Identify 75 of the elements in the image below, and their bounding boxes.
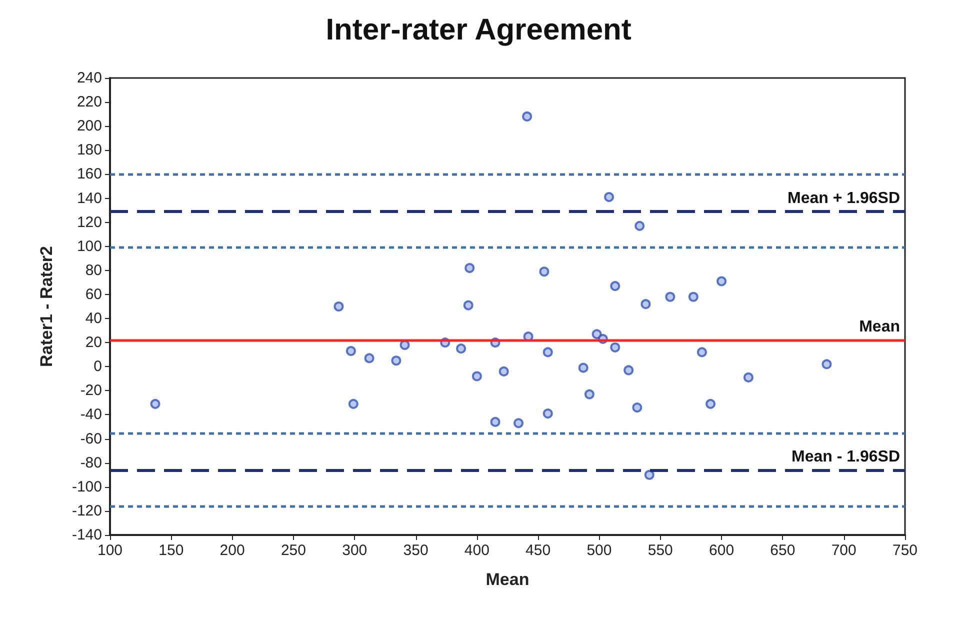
point — [364, 353, 374, 364]
point — [463, 300, 474, 310]
y-tick-label: 200 — [76, 118, 102, 135]
x-tick-label: 750 — [892, 542, 918, 559]
point — [706, 398, 716, 409]
x-tick-label: 500 — [586, 542, 612, 559]
point — [640, 299, 651, 310]
point — [472, 371, 482, 382]
point — [604, 192, 614, 202]
y-tick-label: 140 — [76, 190, 102, 207]
point — [334, 302, 344, 312]
x-axis-title: Mean — [486, 570, 530, 589]
x-tick-label: 150 — [158, 542, 184, 559]
point — [391, 356, 402, 366]
y-tick-label: -40 — [80, 406, 102, 424]
x-tick-label: 650 — [770, 542, 796, 559]
x-tick-label: 700 — [831, 542, 856, 559]
point — [150, 398, 160, 409]
point — [542, 347, 553, 358]
point — [542, 408, 553, 419]
x-tick-label: 400 — [464, 542, 490, 559]
point — [539, 266, 550, 277]
point — [610, 281, 620, 292]
ref-line-label: Mean - 1.96SD — [792, 448, 900, 466]
y-tick-label: 160 — [76, 166, 102, 183]
point — [514, 418, 524, 428]
y-tick-label: 120 — [76, 214, 102, 231]
point — [348, 398, 358, 409]
x-tick-label: 550 — [648, 542, 673, 559]
point — [522, 111, 532, 122]
point — [464, 263, 475, 274]
y-tick-label: 80 — [85, 262, 102, 279]
chart-title: Inter-rater Agreement — [326, 14, 632, 46]
ref-line-label: Mean + 1.96SD — [788, 190, 900, 207]
y-tick-label: 240 — [76, 70, 102, 86]
point — [624, 365, 634, 376]
x-tick-label: 250 — [280, 542, 306, 559]
point — [578, 362, 588, 373]
point — [688, 292, 698, 302]
point — [743, 372, 754, 382]
point — [346, 346, 356, 356]
y-tick-label: -120 — [72, 502, 102, 520]
y-tick-label: -100 — [72, 478, 102, 496]
x-tick-label: 350 — [403, 542, 428, 559]
y-tick-label: 220 — [76, 94, 102, 111]
point — [632, 402, 642, 413]
point — [584, 389, 594, 400]
y-tick-label: -140 — [72, 526, 102, 544]
x-tick-label: 100 — [97, 542, 123, 559]
point — [592, 329, 602, 340]
point — [634, 220, 645, 231]
point — [696, 347, 707, 358]
ref-line-label: Mean — [859, 318, 900, 336]
y-tick-label: 60 — [85, 286, 102, 303]
point — [490, 416, 500, 427]
point — [822, 359, 832, 370]
y-axis-title: Rater1 - Rater2 — [37, 246, 56, 367]
x-tick-label: 200 — [220, 542, 245, 559]
y-tick-label: -60 — [80, 430, 102, 448]
x-tick-label: 300 — [342, 542, 368, 559]
y-tick-label: -80 — [80, 454, 102, 472]
point — [456, 344, 466, 354]
x-tick-label: 450 — [526, 542, 551, 559]
y-tick-label: 20 — [85, 334, 102, 352]
point — [644, 470, 654, 480]
point — [716, 276, 727, 286]
y-tick-label: 0 — [94, 358, 102, 376]
y-tick-label: 40 — [85, 310, 102, 328]
point — [665, 292, 676, 302]
y-tick-label: -20 — [80, 382, 102, 400]
point — [498, 366, 509, 376]
y-tick-label: 100 — [76, 238, 102, 255]
y-tick-label: 180 — [76, 142, 102, 159]
x-tick-label: 600 — [709, 542, 734, 559]
point — [610, 342, 620, 352]
